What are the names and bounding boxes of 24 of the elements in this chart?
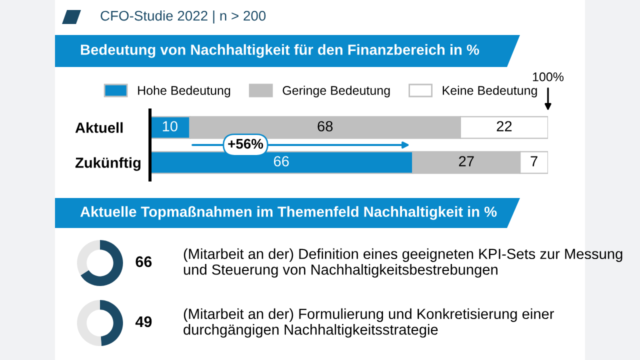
- text: Aktuelle Topmaßnahmen im Themenfeld Nachhaltigkeit in %: [80, 206, 497, 220]
- y-tick-label: Aktuell: [75, 122, 123, 133]
- donut-slice: [80, 240, 123, 286]
- text: CFO-Studie 2022 | n > 200: [100, 10, 266, 24]
- donut-slice: [77, 240, 100, 276]
- legend-label: Hohe Bedeutung: [138, 86, 230, 98]
- donut-slice: [77, 300, 102, 346]
- chart-title: Bedeutung von Nachhaltigkeit für den Finanzbereich in %: [80, 44, 480, 58]
- data-label: 66: [274, 156, 289, 166]
- data-label: 10: [162, 121, 178, 132]
- donut-slice: [100, 300, 123, 346]
- data-label: 22: [496, 121, 512, 132]
- data-label: 27: [459, 156, 474, 166]
- text: (Mitarbeit an der) Formulierung und Konkretisierung einer durchgängigen Nachhaltigkeitsstrategie: [184, 308, 554, 338]
- data-label: 49: [135, 316, 152, 328]
- annotation: +56%: [228, 138, 264, 149]
- legend-label: Geringe Bedeutung: [282, 86, 390, 98]
- legend-label: Keine Bedeutung: [442, 86, 537, 98]
- y-tick-label: Zukünftig: [75, 157, 140, 171]
- data-label: 68: [318, 121, 333, 132]
- text: (Mitarbeit an der) Definition eines geeigneten KPI-Sets zur Messung und Steuerung von Nachhaltigkeitsbestrebungen: [184, 248, 622, 278]
- data-label: 7: [530, 156, 538, 166]
- data-label: 66: [136, 256, 152, 268]
- text: 100%: [532, 72, 564, 82]
